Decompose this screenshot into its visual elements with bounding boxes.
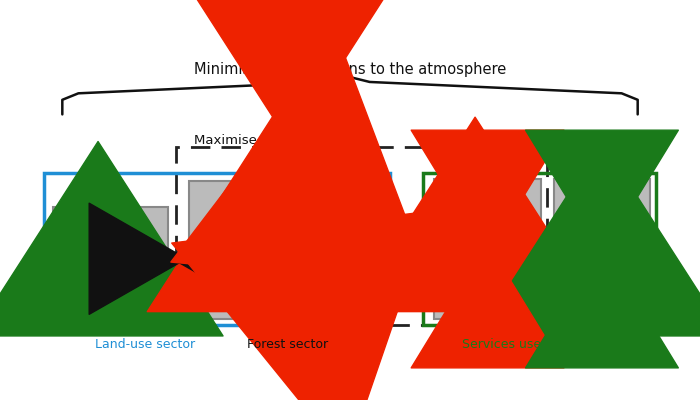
Bar <box>554 258 650 319</box>
Text: Biofuel: Biofuel <box>466 203 510 216</box>
Text: Services used by society: Services used by society <box>462 338 617 351</box>
Text: Forest
ecosystems: Forest ecosystems <box>250 236 323 264</box>
Text: Maximise carbon stocks: Maximise carbon stocks <box>194 134 354 147</box>
Bar <box>424 173 656 325</box>
Text: Wood products: Wood products <box>441 282 534 294</box>
Text: Fossil fuel: Fossil fuel <box>571 203 633 216</box>
Text: Forest sector: Forest sector <box>247 338 328 351</box>
Bar <box>189 181 384 319</box>
Bar <box>434 258 541 319</box>
Bar <box>44 173 390 325</box>
Text: Minimise net emissions to the atmosphere: Minimise net emissions to the atmosphere <box>194 62 506 78</box>
Bar <box>53 207 168 311</box>
Text: Non-forest
land use: Non-forest land use <box>78 245 144 273</box>
Bar <box>434 179 541 240</box>
Bar <box>554 179 650 240</box>
Text: Other products: Other products <box>555 282 649 294</box>
Bar <box>176 147 547 325</box>
Text: Land-use sector: Land-use sector <box>95 338 195 351</box>
